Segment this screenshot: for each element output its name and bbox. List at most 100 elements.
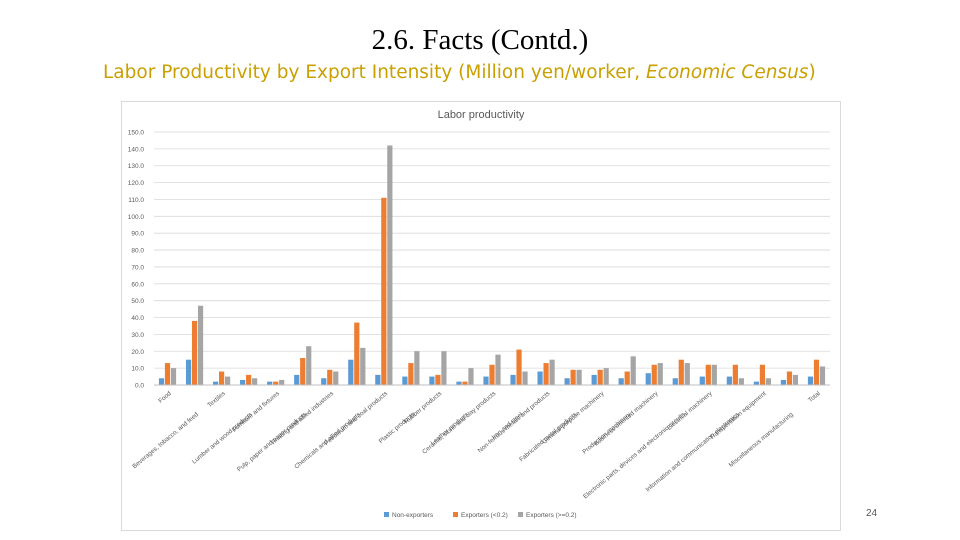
bar	[678, 359, 684, 385]
bar	[543, 363, 549, 385]
x-tick-label: Rubber products	[403, 390, 443, 425]
bar	[597, 369, 603, 385]
bar	[273, 381, 279, 385]
bar	[630, 356, 636, 385]
bar	[564, 378, 570, 385]
bar	[375, 374, 381, 385]
x-tick-label: Total	[807, 390, 822, 404]
bar	[591, 374, 597, 385]
bar	[408, 363, 414, 385]
slide-title: 2.6. Facts (Contd.)	[371, 24, 589, 56]
bar	[753, 381, 759, 385]
legend-label: Exporters (<0.2)	[461, 512, 508, 519]
bar	[414, 351, 420, 385]
x-tick-label: Furniture and fixtures	[231, 390, 281, 434]
y-tick-label: 10.0	[131, 366, 144, 373]
bar	[164, 363, 171, 385]
bar	[657, 363, 663, 385]
bar	[570, 369, 576, 385]
bar	[441, 351, 447, 385]
bar	[603, 368, 609, 385]
bar	[333, 371, 339, 385]
legend-label: Exporters (>=0.2)	[526, 512, 577, 519]
bar	[732, 364, 738, 385]
bar-chart: Labor productivity 0.0 10.0 20.0 30.0 40.0 50.…	[128, 109, 830, 519]
y-tick-label: 140.0	[128, 146, 145, 153]
y-tick-label: 80.0	[131, 248, 144, 255]
bar	[495, 354, 501, 385]
bar	[510, 374, 516, 385]
bar	[279, 379, 285, 385]
bar	[219, 371, 225, 385]
bar	[699, 376, 705, 385]
bar	[321, 378, 327, 385]
legend-label: Non-exporters	[392, 512, 434, 519]
bar	[462, 381, 468, 385]
subtitle-main: Labor Productivity by Export Intensity (…	[103, 62, 646, 83]
bar	[306, 346, 312, 385]
bar	[354, 322, 360, 385]
bar	[402, 376, 408, 385]
y-tick-label: 100.0	[128, 214, 145, 221]
bar	[483, 376, 489, 385]
bar	[549, 359, 555, 385]
slide-subtitle: Labor Productivity by Export Intensity (…	[103, 62, 816, 83]
bar	[185, 359, 192, 385]
bar	[246, 374, 252, 385]
bar	[360, 347, 366, 385]
bar	[726, 376, 732, 385]
chart-frame: Labor productivity 0.0 10.0 20.0 30.0 40.0 50.…	[121, 101, 841, 531]
y-tick-label: 130.0	[128, 163, 145, 170]
subtitle-close: )	[808, 62, 816, 83]
bar	[300, 358, 306, 385]
bar	[327, 369, 333, 385]
bar	[191, 320, 198, 385]
bar	[435, 374, 441, 385]
bar	[684, 363, 690, 385]
bar	[813, 359, 820, 385]
bar	[645, 373, 651, 385]
x-tick-label: Transportation equipment	[708, 390, 767, 441]
bar	[348, 359, 354, 385]
bar	[294, 374, 300, 385]
y-tick-label: 90.0	[131, 231, 144, 238]
bar	[618, 378, 624, 385]
bar	[252, 378, 258, 385]
bar	[624, 371, 630, 385]
y-tick-label: 30.0	[131, 332, 144, 339]
bar	[240, 379, 246, 385]
bar	[786, 371, 793, 385]
bar	[225, 376, 231, 385]
bar	[381, 197, 387, 385]
bar	[267, 381, 273, 385]
legend-swatch	[384, 512, 389, 517]
bar	[197, 305, 204, 385]
bar	[429, 376, 435, 385]
bar	[780, 379, 787, 385]
bar	[213, 381, 219, 385]
bar	[158, 378, 165, 385]
y-tick-label: 20.0	[131, 349, 144, 356]
bar	[705, 364, 711, 385]
bar	[456, 381, 462, 385]
bar	[576, 369, 582, 385]
bar	[651, 364, 657, 385]
bar	[765, 378, 771, 385]
page-number: 24	[866, 508, 878, 519]
y-tick-label: 40.0	[131, 315, 144, 322]
bar	[468, 368, 474, 385]
bar	[819, 366, 826, 385]
bar	[522, 371, 528, 385]
bar	[792, 374, 799, 385]
x-tick-label: Textiles	[206, 390, 227, 409]
chart-title: Labor productivity	[438, 109, 525, 121]
bar	[738, 378, 744, 385]
bar	[170, 368, 177, 385]
y-tick-label: 150.0	[128, 130, 145, 137]
x-tick-label: Electrical machinery	[666, 390, 714, 432]
y-tick-label: 110.0	[128, 197, 144, 204]
y-tick-label: 60.0	[131, 281, 144, 288]
y-tick-label: 50.0	[131, 298, 144, 305]
bar	[759, 364, 765, 385]
y-tick-label: 120.0	[128, 180, 145, 187]
